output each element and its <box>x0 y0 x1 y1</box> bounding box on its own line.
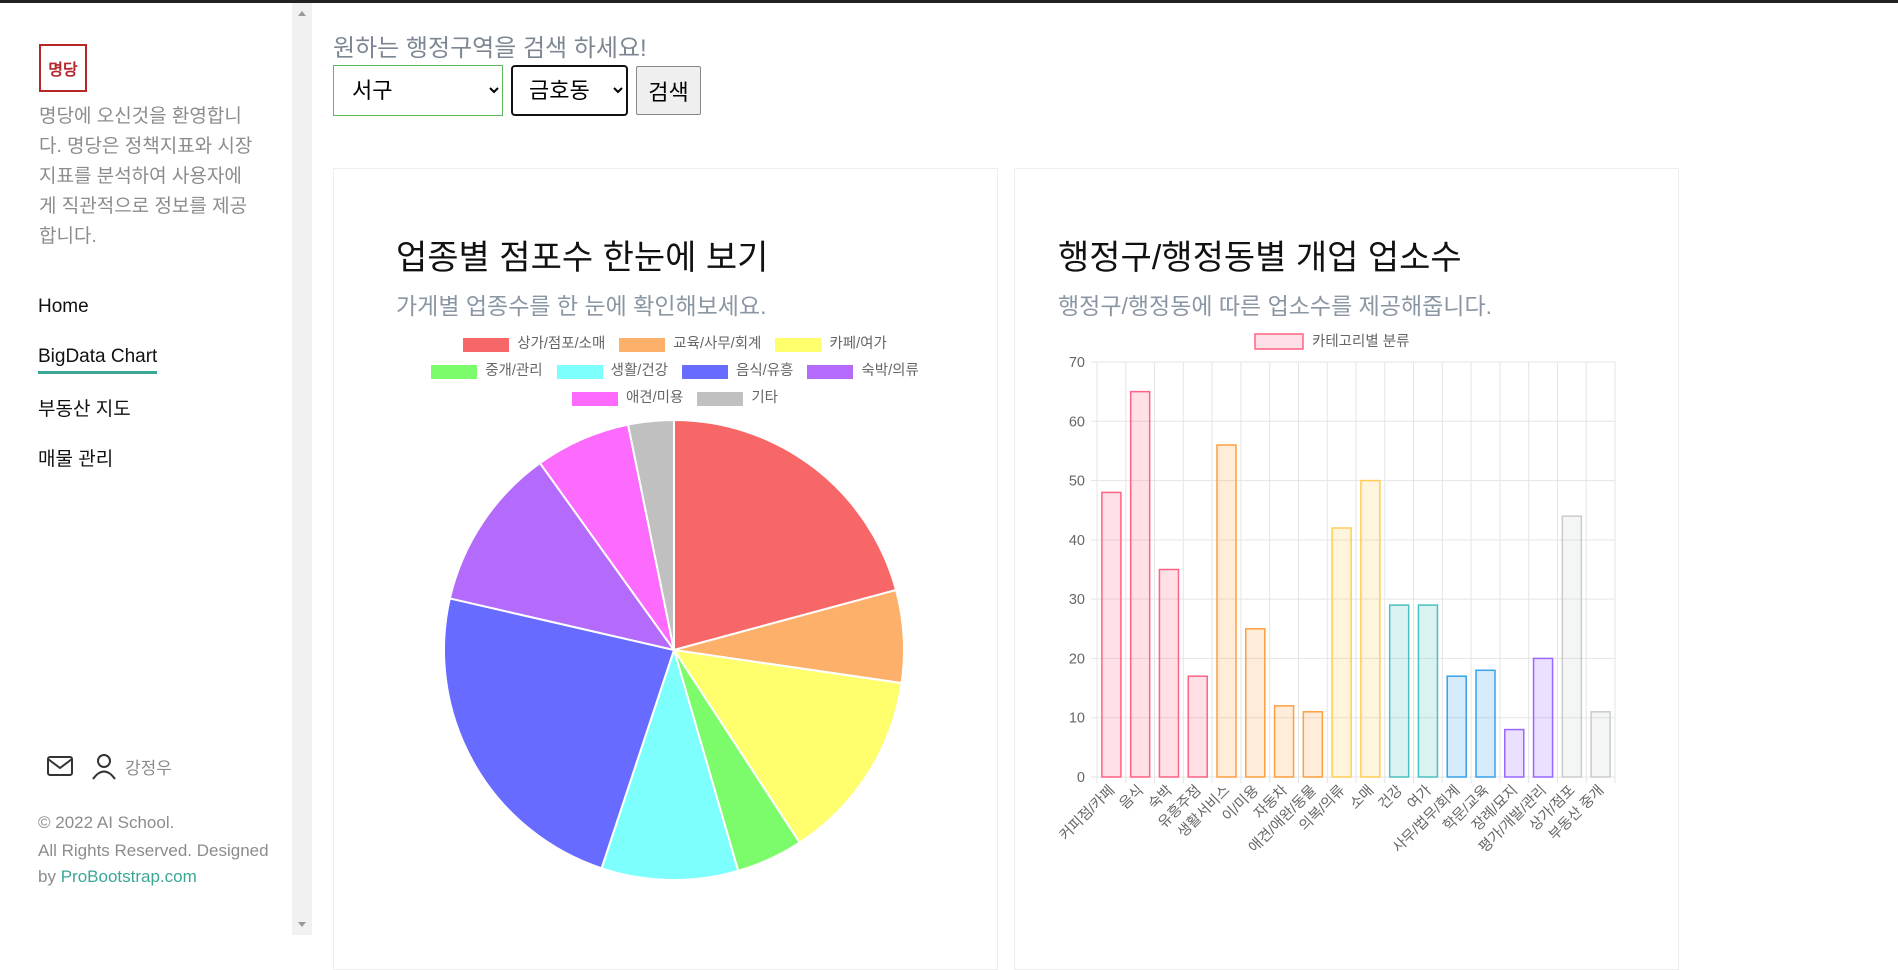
user-icon[interactable] <box>97 754 111 768</box>
y-tick-label: 30 <box>1069 592 1085 608</box>
legend-label: 숙박/의류 <box>861 363 919 379</box>
bar <box>1245 628 1266 778</box>
legend-label: 중개/관리 <box>485 363 543 379</box>
legend-label: 카테고리별 분류 <box>1312 333 1409 350</box>
pie-slice <box>443 597 676 870</box>
x-tick-label: 음식 <box>1116 782 1147 813</box>
bar <box>1388 604 1410 778</box>
legend-swatch <box>1254 333 1304 350</box>
bar <box>1561 515 1583 778</box>
legend-swatch <box>807 364 854 379</box>
bar <box>1504 728 1525 778</box>
legend-item: 음식/유흥 <box>682 358 793 385</box>
legend-item: 중개/관리 <box>431 358 543 385</box>
legend-label: 애견/미용 <box>625 390 684 406</box>
legend-swatch <box>682 364 728 379</box>
nav-home[interactable]: Home <box>38 296 89 317</box>
y-tick-label: 60 <box>1069 414 1085 430</box>
legend-label: 상가/점포/소매 <box>517 336 606 352</box>
nav-map[interactable]: 부동산 지도 <box>38 399 131 420</box>
copyright: © 2022 AI School. <box>38 813 175 832</box>
bar <box>1187 675 1208 778</box>
y-tick-label: 70 <box>1069 355 1085 371</box>
legend-item: 교육/사무/회계 <box>619 331 761 358</box>
bar <box>1475 669 1496 778</box>
bar <box>1129 390 1151 778</box>
scroll-down[interactable] <box>298 922 306 927</box>
legend-label: 기타 <box>751 390 779 406</box>
by: by <box>38 867 56 886</box>
legend-item: 생활/건강 <box>556 358 668 385</box>
scrollbar[interactable] <box>292 3 312 935</box>
legend-swatch <box>556 364 603 379</box>
bar-subtitle: 행정구/행정동에 따른 업소수를 제공해줍니다. <box>1058 293 1492 319</box>
legend-swatch <box>431 364 478 379</box>
logo[interactable]: 명당 <box>39 44 87 92</box>
pie-slice <box>448 461 677 652</box>
bar <box>1216 444 1237 778</box>
pie-slice <box>671 648 903 845</box>
bar <box>1158 568 1180 778</box>
y-tick-label: 20 <box>1069 651 1085 667</box>
y-tick-label: 50 <box>1069 474 1085 490</box>
bar <box>1590 711 1611 778</box>
bar <box>1532 657 1554 778</box>
bar <box>1101 491 1122 778</box>
bar <box>1331 527 1352 778</box>
legend-swatch <box>571 391 618 406</box>
y-tick-label: 0 <box>1077 770 1085 786</box>
legend-label: 음식/유흥 <box>736 363 794 379</box>
x-tick-label: 소매 <box>1346 782 1377 813</box>
mail-flap <box>47 758 73 770</box>
pie-subtitle: 가게별 업종수를 한 눈에 확인해보세요. <box>396 293 767 319</box>
search-heading: 원하는 행정구역을 검색 하세요! <box>333 35 647 62</box>
legend-item: 숙박/의류 <box>807 358 919 385</box>
legend-swatch <box>775 337 822 352</box>
y-tick-label: 40 <box>1069 533 1085 549</box>
legend-swatch <box>697 391 744 406</box>
pie-slice <box>673 418 898 652</box>
link[interactable]: ProBootstrap.com <box>60 867 197 886</box>
search-button[interactable]: 검색 <box>636 66 701 115</box>
description: 명당에 오신것을 환영합니다. 명당은 정책지표와 시장지표를 분석하여 사용자… <box>39 106 253 247</box>
pie-slice <box>626 418 675 651</box>
bar-title: 행정구/행정동별 개업 업소수 <box>1058 239 1462 277</box>
legend-label: 카페/여가 <box>829 336 887 352</box>
charts: 카테고리별 분류010203040506070커피점/카페음식숙박유흥주점생활서… <box>443 333 1616 881</box>
footer-by: by ProBootstrap.com <box>38 867 197 887</box>
user-name[interactable]: 강정우 <box>125 759 172 778</box>
x-tick-label: 커피점/카페 <box>1056 782 1118 844</box>
nav-listing[interactable]: 매물 관리 <box>38 449 114 470</box>
nav-chart[interactable]: BigData Chart <box>38 346 158 374</box>
legend-label: 교육/사무/회계 <box>673 336 762 352</box>
bar <box>1273 705 1295 778</box>
x-tick-label: 건강 <box>1375 782 1406 813</box>
bar <box>1446 675 1467 778</box>
footer-icons <box>47 754 116 780</box>
bar <box>1360 479 1381 778</box>
scroll-up[interactable] <box>298 11 306 16</box>
legend-item: 기타 <box>697 385 778 412</box>
top-border <box>0 0 1898 3</box>
y-tick-label: 10 <box>1069 711 1085 727</box>
bar <box>1302 711 1324 778</box>
legend-item: 상가/점포/소매 <box>463 331 605 358</box>
bar <box>1417 604 1439 778</box>
rights: All Rights Reserved. Designed <box>38 841 269 860</box>
legend-swatch <box>619 337 666 352</box>
legend-label: 생활/건강 <box>610 363 668 379</box>
legend-swatch <box>463 337 510 352</box>
user-body <box>92 770 116 780</box>
mail-icon[interactable] <box>47 756 73 776</box>
legend-item: 카페/여가 <box>775 331 887 358</box>
dong-select[interactable]: 금호동 <box>511 65 628 116</box>
pie-title: 업종별 점포수 한눈에 보기 <box>396 239 769 277</box>
pie-slice <box>600 646 740 881</box>
legend-item: 애견/미용 <box>571 385 684 412</box>
district-select[interactable]: 서구 <box>333 65 503 116</box>
